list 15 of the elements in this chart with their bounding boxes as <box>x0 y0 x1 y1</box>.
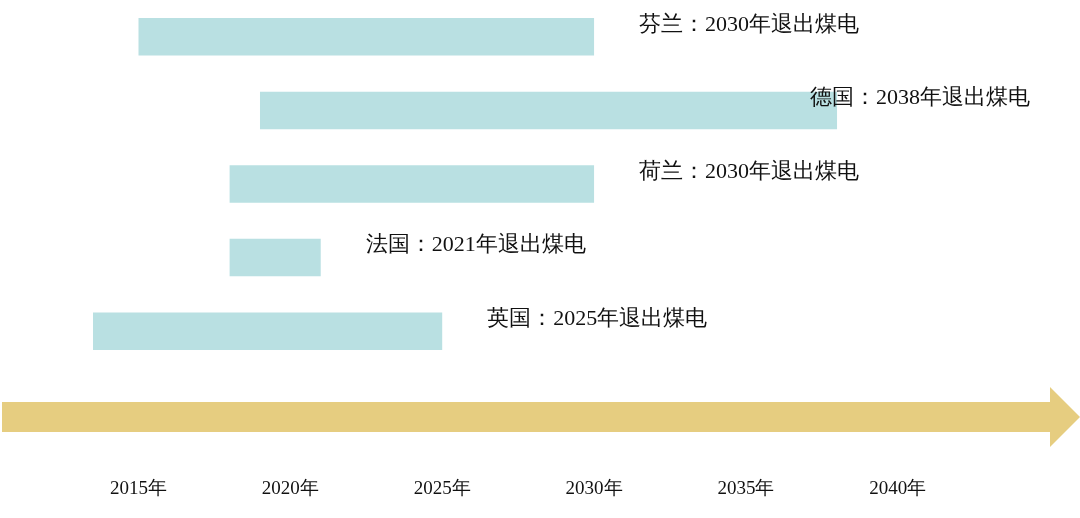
bar <box>229 165 595 203</box>
data-label: 英国：2025年退出煤电 <box>487 304 708 330</box>
bar <box>229 238 321 277</box>
x-tick-label: 2035年 <box>717 477 775 499</box>
x-tick-label: 2030年 <box>565 477 623 499</box>
x-tick-label: 2020年 <box>261 477 319 499</box>
data-label: 法国：2021年退出煤电 <box>365 231 586 257</box>
bar <box>92 312 443 350</box>
data-label: 荷兰：2030年退出煤电 <box>639 157 860 183</box>
x-tick-label: 2015年 <box>110 477 167 499</box>
data-label: 芬兰：2030年退出煤电 <box>639 10 860 36</box>
x-tick-label: 2040年 <box>869 477 927 499</box>
data-label: 德国：2038年退出煤电 <box>810 84 1030 110</box>
x-tick-label: 2025年 <box>413 477 471 499</box>
bar <box>138 18 595 56</box>
